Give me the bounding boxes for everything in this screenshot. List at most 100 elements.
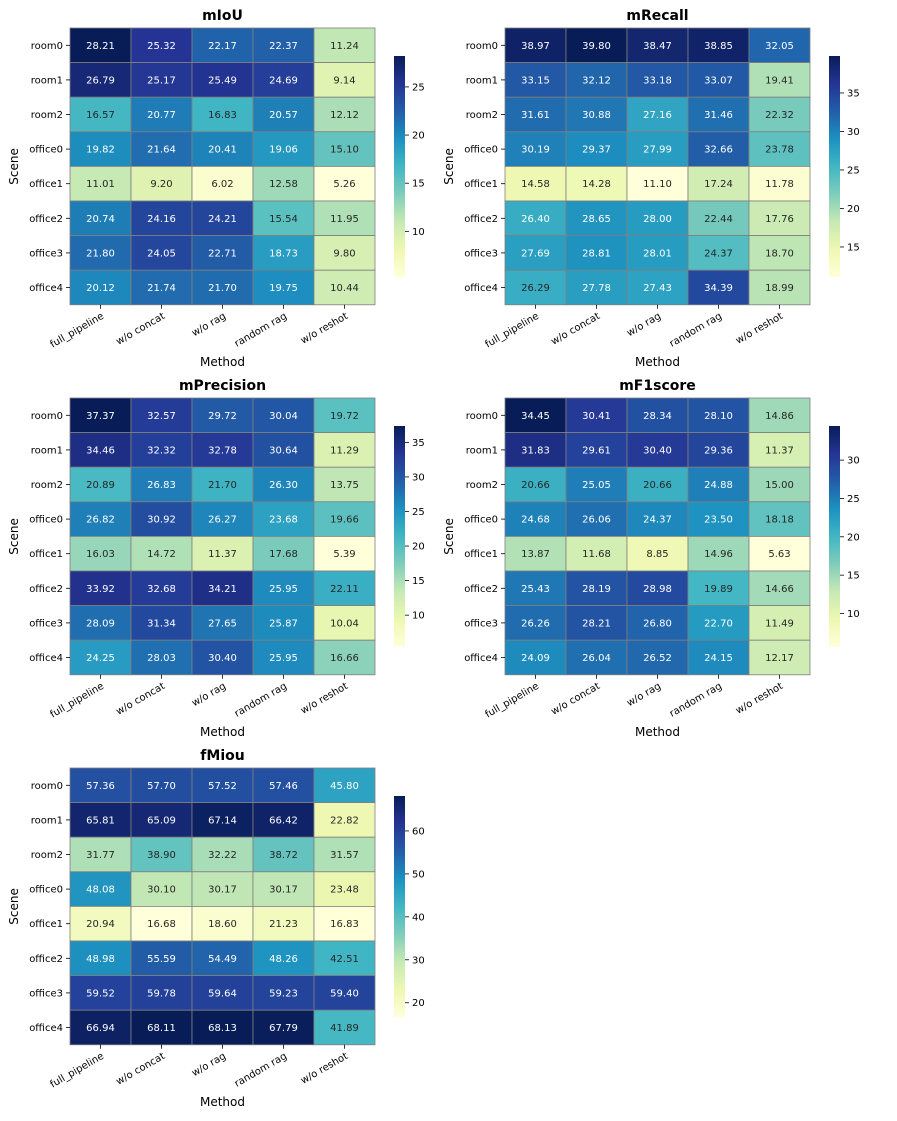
heatmap-cell [69, 605, 132, 641]
heatmap-cell [252, 802, 315, 838]
heatmap-cell [687, 466, 750, 503]
heatmap-cell [565, 27, 628, 63]
cell-value-label: 38.97 [521, 41, 550, 52]
cell-value-label: 21.70 [208, 283, 237, 294]
cell-value-label: 65.09 [147, 815, 176, 826]
chart-title: mF1score [619, 378, 696, 394]
heatmap-cell [748, 536, 811, 572]
heatmap-cell [130, 27, 193, 63]
cell-value-label: 18.99 [765, 283, 794, 294]
cell-value-label: 34.46 [86, 445, 115, 456]
heatmap-cell [252, 501, 315, 537]
cell-value-label: 31.77 [86, 850, 115, 861]
x-axis-label: Method [200, 1095, 245, 1109]
heatmap-cell [69, 536, 132, 572]
heatmap-cell [191, 165, 254, 202]
cell-value-label: 33.07 [704, 75, 733, 86]
heatmap-cell [313, 871, 376, 907]
colorbar-tick-label: 50 [412, 869, 425, 880]
x-tick-label: random rag [668, 311, 724, 350]
heatmap-cell [191, 536, 254, 572]
x-tick-label: full_pipeline [48, 1051, 106, 1091]
cell-value-label: 25.49 [208, 75, 237, 86]
colorbar-tick-label: 60 [412, 826, 425, 837]
cell-value-label: 22.37 [269, 41, 298, 52]
cell-value-label: 8.85 [646, 549, 668, 560]
colorbar-tick-label: 10 [412, 611, 425, 622]
x-axis-label: Method [635, 725, 680, 739]
cell-value-label: 23.68 [269, 515, 298, 526]
heatmap-cell [565, 639, 628, 676]
heatmap-cell [504, 62, 567, 98]
x-tick-label: w/o reshot [299, 311, 350, 347]
cell-value-label: 30.17 [208, 885, 237, 896]
cell-value-label: 24.09 [521, 653, 550, 664]
y-tick-label: office1 [29, 179, 63, 190]
colorbar-tick-label: 10 [412, 227, 425, 238]
heatmap-cell [313, 940, 376, 976]
cell-value-label: 12.58 [269, 179, 298, 190]
heatmap-cell [191, 432, 254, 468]
cell-value-label: 25.32 [147, 41, 176, 52]
cell-value-label: 30.88 [582, 110, 611, 121]
cell-value-label: 19.66 [330, 515, 359, 526]
heatmap-cell [748, 570, 811, 606]
x-tick-label: full_pipeline [48, 311, 106, 351]
cell-value-label: 57.36 [86, 781, 115, 792]
cell-value-label: 28.03 [147, 653, 176, 664]
heatmap-cell [748, 27, 811, 63]
cell-value-label: 34.45 [521, 411, 550, 422]
heatmap-cell [687, 200, 750, 236]
heatmap-cell [69, 1009, 132, 1046]
chart-title: mIoU [202, 8, 243, 24]
cell-value-label: 16.66 [330, 653, 359, 664]
cell-value-label: 26.79 [86, 75, 115, 86]
cell-value-label: 11.37 [765, 445, 794, 456]
cell-value-label: 26.80 [643, 618, 672, 629]
y-axis-label: Scene [7, 518, 21, 555]
x-tick-label: w/o reshot [734, 681, 785, 717]
cell-value-label: 34.21 [208, 584, 237, 595]
heatmap-cell [748, 432, 811, 468]
cell-value-label: 30.41 [582, 411, 611, 422]
cell-value-label: 28.01 [643, 248, 672, 259]
heatmap-cell [565, 131, 628, 167]
cell-value-label: 21.80 [86, 248, 115, 259]
cell-value-label: 28.34 [643, 411, 672, 422]
heatmap-cell [565, 466, 628, 503]
y-tick-label: office2 [29, 954, 63, 965]
cell-value-label: 24.16 [147, 214, 176, 225]
cell-value-label: 67.14 [208, 815, 237, 826]
cell-value-label: 18.18 [765, 515, 794, 526]
x-tick-label: w/o concat [549, 681, 602, 718]
y-tick-label: office3 [29, 618, 63, 629]
cell-value-label: 27.16 [643, 110, 672, 121]
cell-value-label: 5.26 [333, 179, 355, 190]
heatmap-cell [69, 27, 132, 63]
cell-value-label: 28.21 [86, 41, 115, 52]
y-tick-label: office0 [464, 515, 498, 526]
heatmap-cell [130, 836, 193, 873]
heatmap-cell [191, 501, 254, 537]
cell-value-label: 32.12 [582, 75, 611, 86]
heatmap-cell [69, 432, 132, 468]
heatmap-cell [130, 536, 193, 572]
cell-value-label: 30.10 [147, 885, 176, 896]
cell-value-label: 30.40 [208, 653, 237, 664]
colorbar-tick-label: 15 [847, 242, 860, 253]
cell-value-label: 19.72 [330, 411, 359, 422]
colorbar-tick-label: 20 [412, 542, 425, 553]
heatmap-cell [130, 767, 193, 803]
cell-value-label: 17.76 [765, 214, 794, 225]
colorbar-tick-label: 25 [412, 507, 425, 518]
heatmap-cell [313, 269, 376, 306]
heatmap-cell [130, 975, 193, 1011]
y-tick-label: office2 [464, 584, 498, 595]
cell-value-label: 20.66 [643, 480, 672, 491]
cell-value-label: 26.29 [521, 283, 550, 294]
cell-value-label: 29.36 [704, 445, 733, 456]
cell-value-label: 38.72 [269, 850, 298, 861]
cell-value-label: 29.72 [208, 411, 237, 422]
y-tick-label: office1 [29, 919, 63, 930]
heatmap-cell [687, 501, 750, 537]
